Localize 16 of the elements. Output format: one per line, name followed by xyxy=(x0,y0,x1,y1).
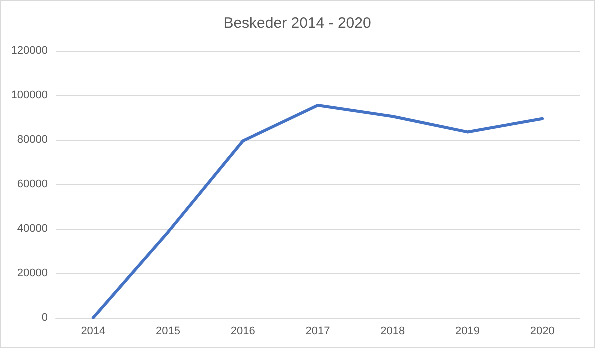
x-tick-label: 2015 xyxy=(156,326,181,338)
x-tick-label: 2018 xyxy=(380,326,406,338)
x-tick-label: 2019 xyxy=(455,326,480,338)
y-tick-label: 20000 xyxy=(17,268,48,280)
x-tick-label: 2016 xyxy=(230,326,256,338)
x-tick-label: 2020 xyxy=(530,326,555,338)
y-tick-label: 120000 xyxy=(11,45,48,57)
x-tick-label: 2017 xyxy=(306,326,330,338)
line-series xyxy=(92,104,544,320)
y-tick-label: 80000 xyxy=(17,134,48,146)
x-tick-label: 2014 xyxy=(81,326,106,338)
y-tick-label: 60000 xyxy=(17,178,48,190)
chart-title: Beskeder 2014 - 2020 xyxy=(224,15,372,32)
y-tick-label: 0 xyxy=(42,312,48,324)
y-tick-label: 40000 xyxy=(17,223,48,235)
y-tick-label: 100000 xyxy=(11,90,48,102)
